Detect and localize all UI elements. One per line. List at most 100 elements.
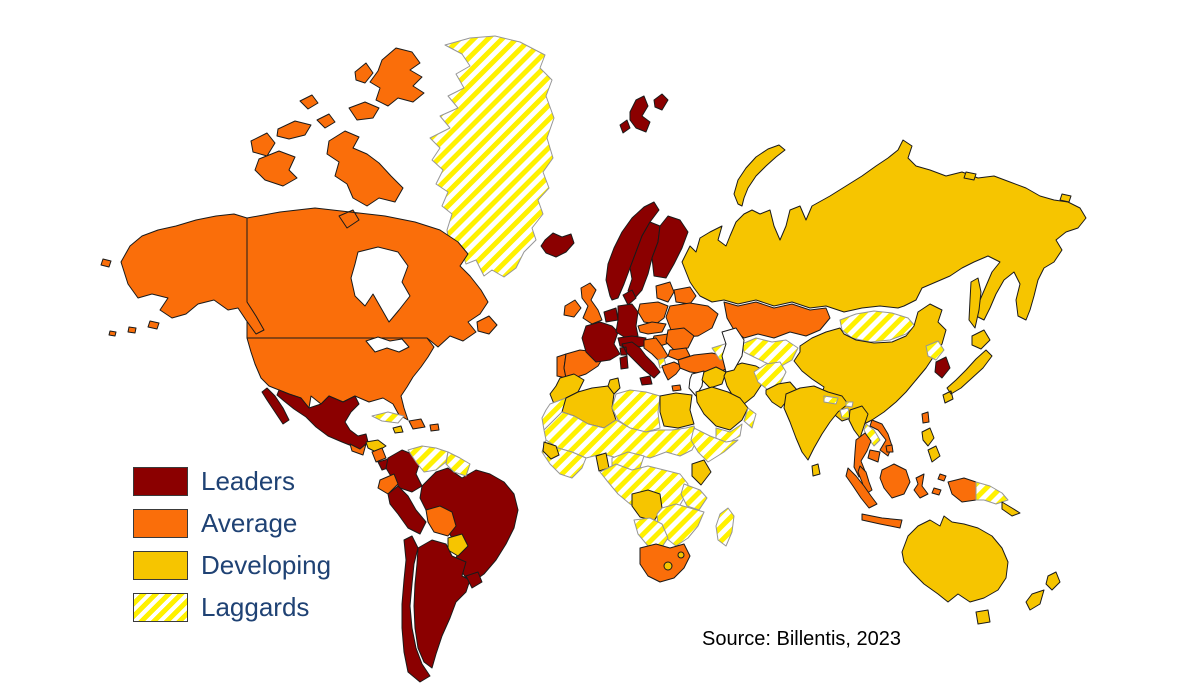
country-nicaragua	[371, 447, 387, 463]
country-nepal	[823, 395, 839, 405]
country-sakhalin	[968, 277, 982, 329]
region-baltics	[655, 281, 675, 303]
country-italy	[619, 341, 661, 386]
country-finland	[651, 215, 689, 279]
country-philippines	[921, 427, 941, 463]
island-tasmania	[975, 609, 991, 625]
country-chile	[401, 535, 431, 683]
country-cambodia	[867, 449, 881, 463]
country-greece	[661, 361, 683, 392]
legend: Leaders Average Developing Laggards	[133, 466, 331, 634]
region-guyanas	[445, 451, 471, 477]
country-usa	[246, 337, 435, 421]
country-greenland	[429, 35, 555, 278]
legend-item-average: Average	[133, 508, 331, 538]
country-mexico	[261, 387, 369, 451]
island-java	[861, 513, 903, 529]
region-namibia-botswana	[633, 517, 669, 551]
hudson-bay	[350, 246, 411, 323]
legend-item-laggards: Laggards	[133, 592, 331, 622]
legend-item-developing: Developing	[133, 550, 331, 580]
island-sumatra	[845, 467, 878, 509]
country-sri-lanka	[811, 463, 821, 477]
country-south-korea	[934, 356, 951, 379]
country-novaya-zemlya	[733, 144, 786, 207]
country-north-korea	[925, 340, 945, 361]
country-new-zealand	[1025, 571, 1061, 611]
country-papua-new-guinea	[975, 481, 1009, 505]
legend-item-leaders: Leaders	[133, 466, 331, 496]
country-belarus	[673, 286, 697, 305]
country-saudi-arabia	[695, 386, 749, 431]
legend-label-developing: Developing	[201, 550, 332, 580]
country-madagascar	[715, 507, 735, 547]
island-borneo	[879, 463, 911, 499]
source-caption: Source: Billentis, 2023	[702, 628, 902, 650]
island-sulawesi	[913, 473, 929, 499]
region-benelux	[603, 307, 619, 323]
country-poland	[637, 301, 669, 325]
country-india	[783, 385, 849, 461]
country-malaysia	[857, 465, 873, 495]
country-bangladesh	[839, 407, 851, 419]
country-australia	[901, 515, 1009, 603]
region-west-new-guinea	[947, 477, 977, 503]
legend-swatch-average	[133, 508, 188, 538]
country-iceland	[540, 232, 575, 258]
country-afghanistan	[753, 361, 787, 391]
country-jamaica	[392, 425, 404, 434]
country-tanzania	[680, 483, 708, 511]
country-germany	[615, 303, 639, 339]
region-png-tail	[1001, 501, 1021, 517]
country-guatemala	[349, 443, 367, 456]
caspian-sea	[721, 327, 745, 373]
country-ecuador	[377, 473, 399, 495]
country-cuba	[371, 411, 405, 424]
country-russia	[681, 139, 1087, 321]
country-egypt	[659, 392, 695, 429]
country-eswatini	[677, 551, 685, 559]
country-hispaniola	[408, 418, 426, 430]
country-uruguay	[465, 571, 483, 589]
great-lakes	[365, 336, 410, 353]
country-norway	[605, 201, 660, 301]
country-svalbard	[619, 93, 669, 134]
country-ireland	[563, 299, 582, 318]
country-laos	[863, 423, 881, 447]
country-kenya	[691, 459, 712, 486]
country-japan	[942, 329, 993, 404]
legend-label-laggards: Laggards	[201, 592, 310, 622]
country-lesotho	[663, 561, 673, 571]
island-hainan	[885, 444, 894, 453]
legend-swatch-leaders	[133, 466, 188, 496]
country-denmark	[622, 289, 637, 306]
country-tunisia	[607, 377, 621, 395]
country-taiwan	[921, 411, 930, 424]
region-central-asia	[741, 337, 799, 369]
country-canada	[246, 47, 498, 348]
legend-label-leaders: Leaders	[201, 466, 295, 496]
country-oman	[743, 407, 757, 429]
country-bhutan	[845, 401, 854, 408]
country-iraq	[701, 366, 727, 389]
country-peru	[387, 485, 427, 535]
arctic-islands	[963, 171, 1072, 203]
country-uk	[580, 282, 603, 325]
country-france	[581, 321, 621, 363]
country-myanmar	[848, 405, 869, 439]
islands-maluku	[931, 473, 947, 496]
region-czech-slovakia	[637, 321, 667, 335]
country-argentina	[413, 539, 471, 669]
country-alaska	[100, 213, 265, 337]
country-libya	[611, 389, 661, 433]
country-bolivia	[425, 505, 457, 537]
legend-swatch-laggards	[133, 592, 188, 622]
country-thailand	[853, 432, 872, 478]
legend-swatch-developing	[133, 550, 188, 580]
legend-label-average: Average	[201, 508, 298, 538]
region-senegal-guinea	[542, 441, 560, 460]
country-romania	[665, 327, 695, 351]
country-puerto-rico	[429, 423, 440, 432]
region-horn-of-africa	[690, 427, 739, 463]
